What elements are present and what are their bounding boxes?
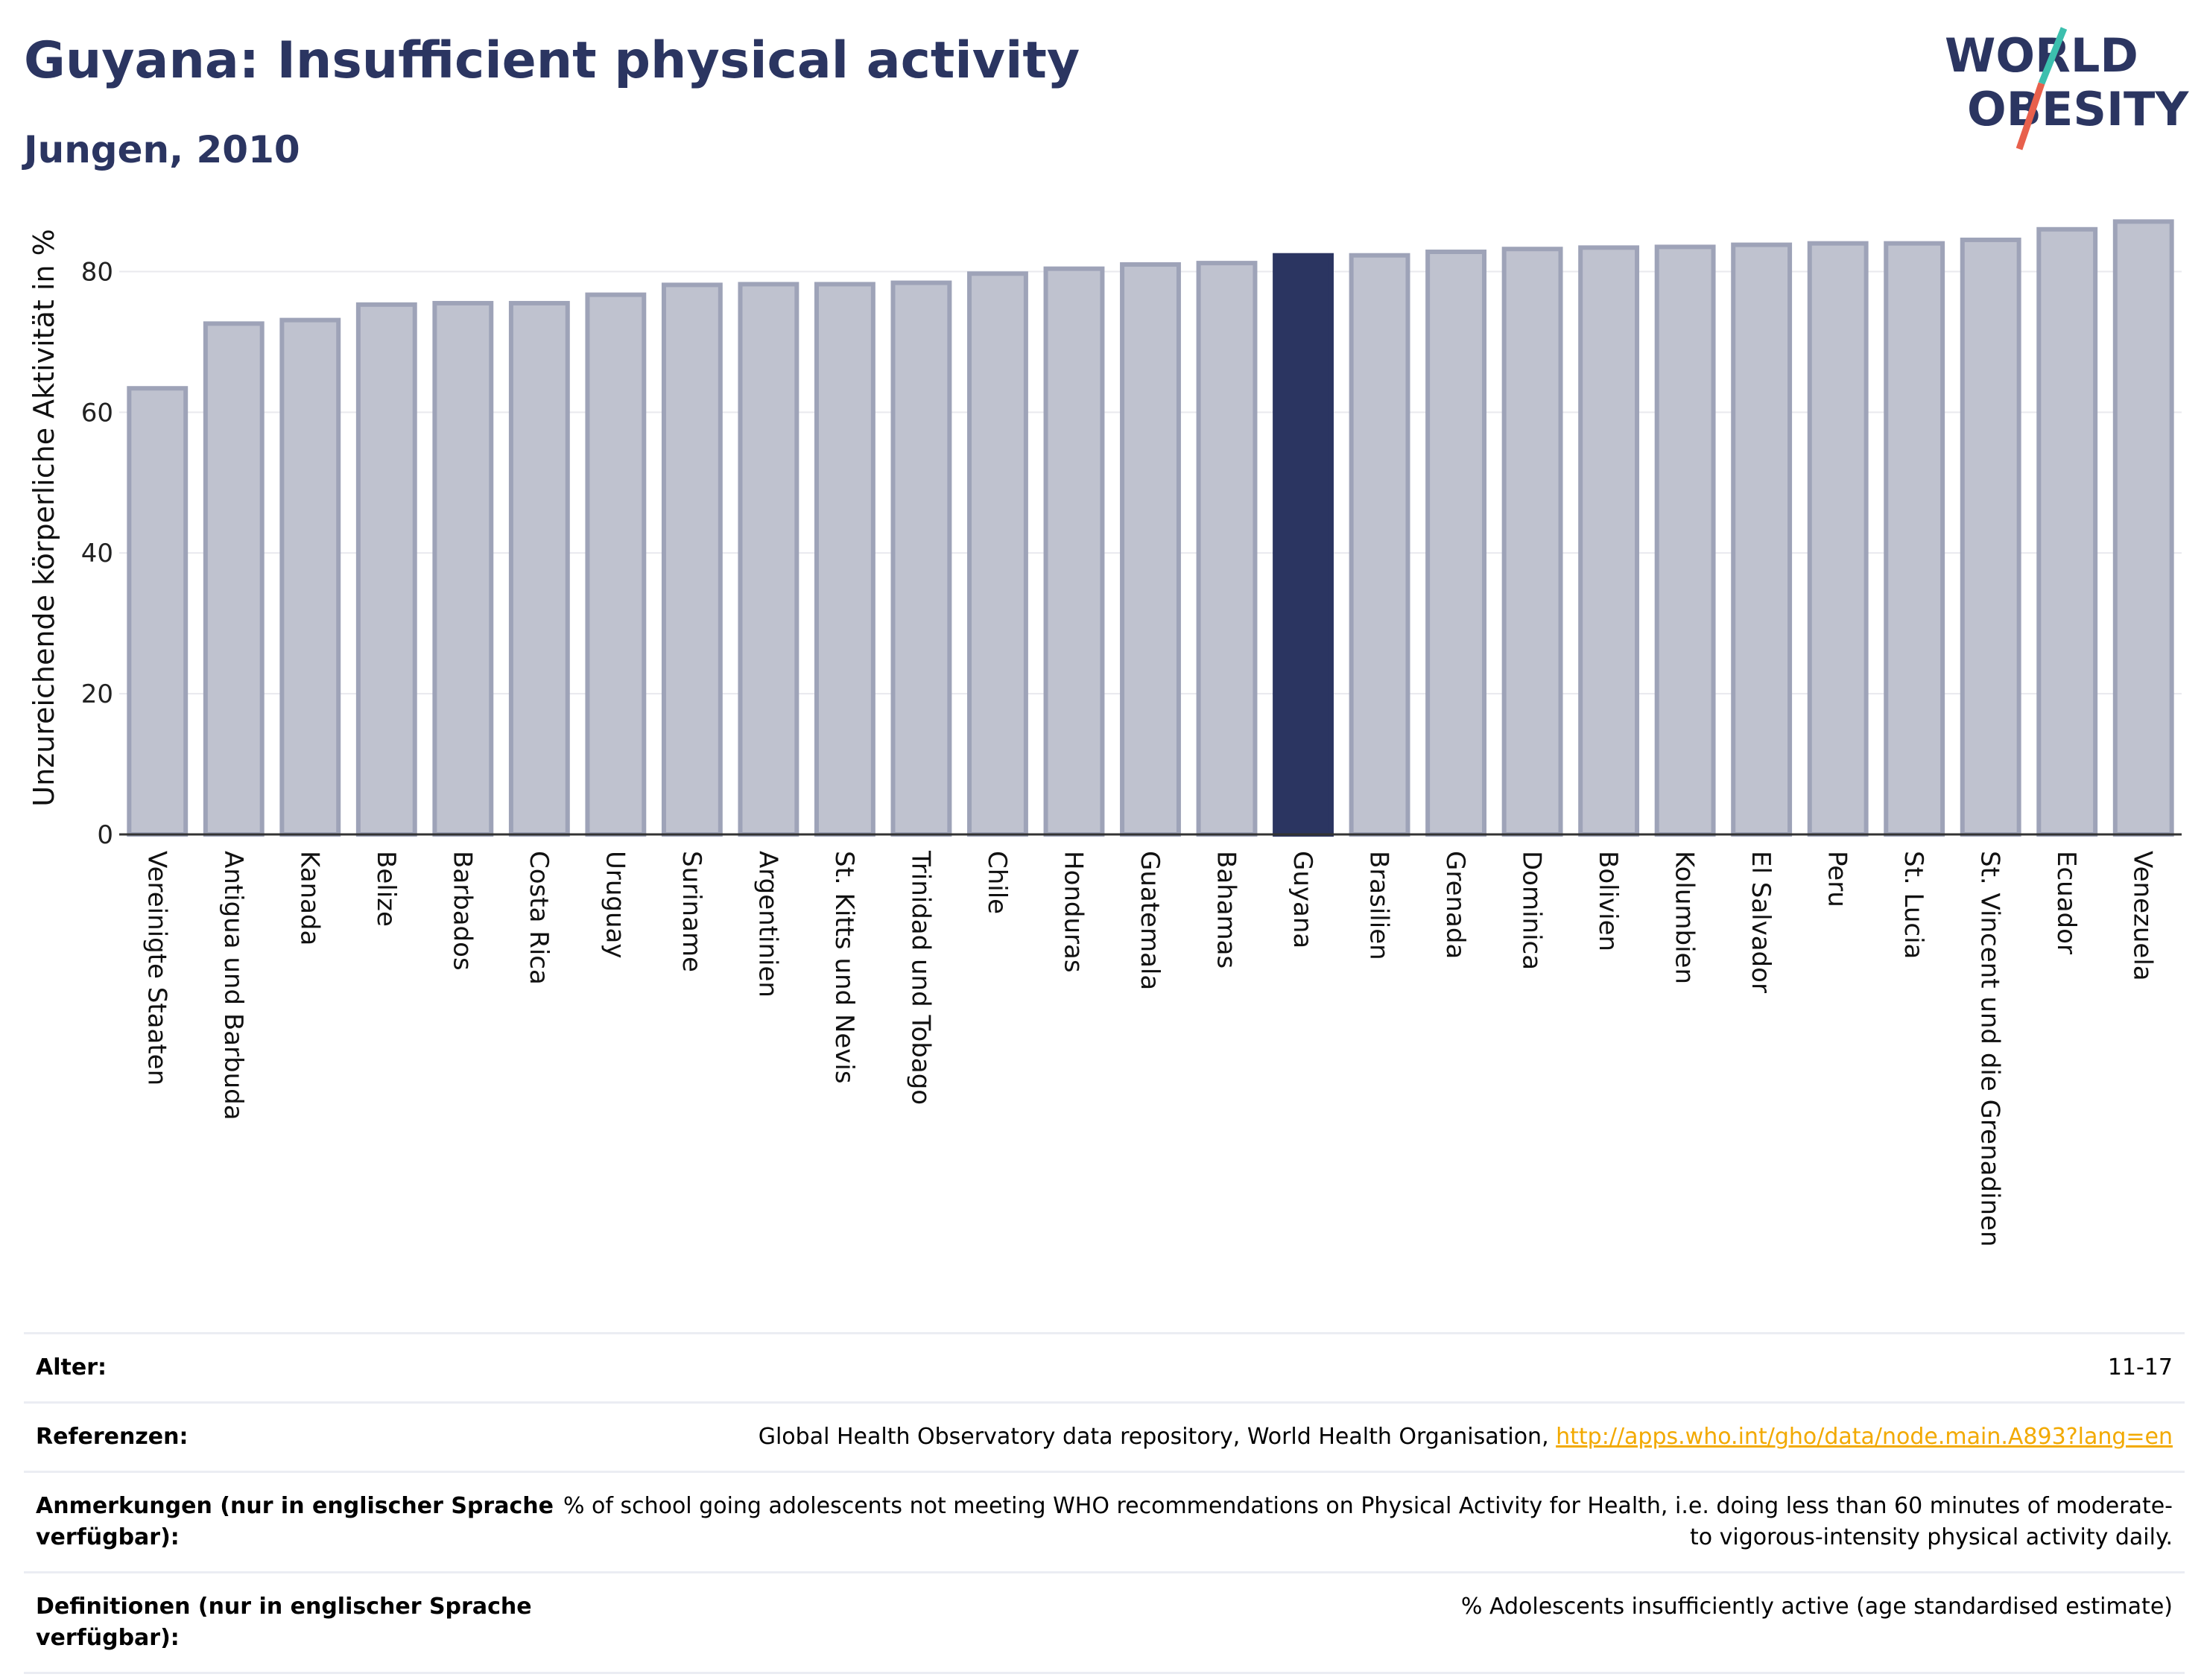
x-tick-label: Costa Rica <box>524 851 554 985</box>
x-tick-label: Vereinigte Staaten <box>142 851 171 1085</box>
logo-slash-top <box>2038 27 2068 85</box>
bar <box>203 321 265 837</box>
y-tick-label: 80 <box>81 257 113 287</box>
bar <box>814 282 875 837</box>
y-tick-label: 0 <box>97 820 113 850</box>
x-tick-label: Barbados <box>447 851 477 971</box>
metadata-label: Anmerkungen (nur in englischer Sprache v… <box>36 1493 554 1550</box>
x-tick-label: Uruguay <box>600 851 630 959</box>
bar <box>1425 250 1487 837</box>
bar <box>1960 237 2021 837</box>
metadata-label: Referenzen: <box>36 1424 189 1450</box>
bar <box>1349 253 1410 837</box>
bar <box>1501 247 1563 837</box>
x-tick-label: Honduras <box>1058 851 1088 973</box>
x-tick-label: Guatemala <box>1135 851 1165 990</box>
bar <box>1273 253 1334 837</box>
bar <box>1731 242 1793 837</box>
reference-link[interactable]: http://apps.who.int/gho/data/node.main.A… <box>1556 1424 2173 1450</box>
metadata-value-text: Global Health Observatory data repositor… <box>758 1424 1557 1450</box>
bar <box>1578 245 1640 837</box>
y-axis-title: Unzureichende körperliche Aktivität in % <box>28 229 60 806</box>
x-tick-label: Kolumbien <box>1670 851 1700 984</box>
bar <box>127 386 189 837</box>
x-tick-label: Peru <box>1823 851 1852 907</box>
bar <box>1043 266 1105 837</box>
metadata-value: % Adolescents insufficiently active (age… <box>557 1591 2173 1654</box>
bar <box>890 280 952 837</box>
x-tick-label: St. Kitts und Nevis <box>829 851 859 1084</box>
x-tick-label: Venezuela <box>2128 851 2158 981</box>
chart-subtitle: Jungen, 2010 <box>24 128 300 171</box>
bar <box>1807 241 1869 837</box>
metadata-label: Definitionen (nur in englischer Sprache … <box>36 1594 532 1651</box>
bar <box>432 300 494 837</box>
y-tick-label: 20 <box>81 679 113 709</box>
metadata-table: Alter: 11-17 Referenzen: Global Health Obse… <box>24 1332 2185 1674</box>
bar <box>279 317 341 837</box>
x-tick-label: Bahamas <box>1212 851 1241 969</box>
bar <box>967 271 1028 837</box>
y-tick-label: 60 <box>81 398 113 428</box>
metadata-value: 11-17 <box>557 1352 2173 1383</box>
y-tick-label: 40 <box>81 539 113 568</box>
x-tick-label: El Salvador <box>1746 851 1776 993</box>
bar <box>585 292 647 837</box>
chart-title: Guyana: Insufficient physical activity <box>24 31 1080 90</box>
x-tick-label: Chile <box>982 851 1012 914</box>
bar <box>661 282 723 837</box>
metadata-row: Definitionen (nur in englischer Sprache … <box>24 1571 2185 1674</box>
logo-line-1: WORLD <box>1945 28 2138 83</box>
x-tick-label: Kanada <box>294 851 324 945</box>
x-tick-label: Brasilien <box>1364 851 1394 960</box>
bar <box>2112 219 2174 837</box>
x-tick-label: Trinidad und Tobago <box>905 850 935 1105</box>
bar <box>1654 244 1716 837</box>
metadata-row: Anmerkungen (nur in englischer Sprache v… <box>24 1471 2185 1571</box>
x-tick-label: Dominica <box>1517 851 1547 970</box>
bar <box>355 302 417 837</box>
bar <box>738 282 799 837</box>
bar <box>1120 262 1181 837</box>
logo-line-2: OBESITY <box>1967 82 2189 136</box>
metadata-row: Referenzen: Global Health Observatory dat… <box>24 1401 2185 1471</box>
bar-chart: 0 20 40 60 80 Unzureichende körperliche Aktiv… <box>28 219 2182 1247</box>
x-tick-label: St. Lucia <box>1899 851 1928 959</box>
x-tick-label: Bolivien <box>1593 851 1623 951</box>
x-tick-label: Belize <box>371 851 401 927</box>
bar <box>2036 226 2098 837</box>
world-obesity-logo: WORLD OBESITY <box>1945 27 2189 150</box>
metadata-value-text: % Adolescents insufficiently active (age… <box>1460 1594 2173 1620</box>
bar <box>1884 241 1945 837</box>
x-tick-label: Argentinien <box>753 851 782 998</box>
metadata-row: Alter: 11-17 <box>24 1332 2185 1401</box>
metadata-value-text: % of school going adolescents not meetin… <box>563 1493 2173 1550</box>
x-tick-label: St. Vincent und die Grenadinen <box>1975 851 2005 1247</box>
x-tick-label: Suriname <box>677 851 706 972</box>
x-tick-label: Antigua und Barbuda <box>218 851 248 1120</box>
metadata-label: Alter: <box>36 1354 107 1381</box>
metadata-value: % of school going adolescents not meetin… <box>557 1491 2173 1553</box>
x-tick-label: Ecuador <box>2051 851 2081 954</box>
metadata-value: Global Health Observatory data repositor… <box>557 1421 2173 1453</box>
x-tick-label: Grenada <box>1440 851 1470 959</box>
logo-slash-bottom <box>2015 82 2045 150</box>
bar <box>1196 261 1258 837</box>
x-tick-label: Guyana <box>1288 851 1317 948</box>
metadata-value-text: 11-17 <box>2107 1354 2173 1381</box>
bar <box>508 300 570 837</box>
